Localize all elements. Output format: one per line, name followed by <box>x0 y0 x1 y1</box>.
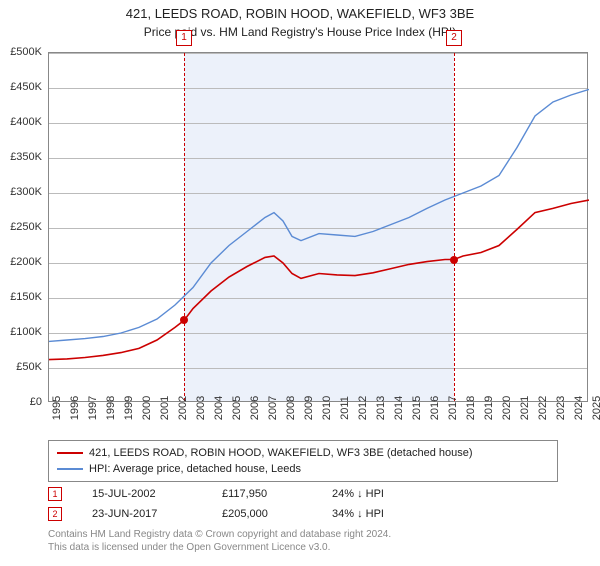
sale-price: £117,950 <box>222 488 302 500</box>
y-axis-label: £0 <box>30 396 42 408</box>
chart-subtitle: Price paid vs. HM Land Registry's House … <box>0 25 600 39</box>
y-axis-label: £450K <box>10 81 42 93</box>
x-axis-label: 2017 <box>447 396 459 420</box>
x-axis-label: 2007 <box>267 396 279 420</box>
x-axis-label: 2011 <box>339 396 351 420</box>
sale-dot <box>450 256 458 264</box>
x-axis-label: 1996 <box>69 396 81 420</box>
plot-frame <box>48 52 588 402</box>
sale-date: 15-JUL-2002 <box>92 488 192 500</box>
x-axis-label: 2005 <box>231 396 243 420</box>
x-axis-label: 2000 <box>141 396 153 420</box>
sale-pct: 34% ↓ HPI <box>332 508 432 520</box>
legend-row: 421, LEEDS ROAD, ROBIN HOOD, WAKEFIELD, … <box>57 445 549 461</box>
sale-marker-2: 2 <box>446 30 462 46</box>
footer-line2: This data is licensed under the Open Gov… <box>48 541 391 554</box>
x-axis-label: 2004 <box>213 396 225 420</box>
legend-label: 421, LEEDS ROAD, ROBIN HOOD, WAKEFIELD, … <box>89 447 473 459</box>
x-axis-label: 2009 <box>303 396 315 420</box>
y-axis-label: £200K <box>10 256 42 268</box>
sales-table: 1 15-JUL-2002 £117,950 24% ↓ HPI 2 23-JUN-201… <box>48 484 432 524</box>
x-axis-label: 2014 <box>393 396 405 420</box>
x-axis-label: 2013 <box>375 396 387 420</box>
x-axis-label: 1995 <box>51 396 63 420</box>
sale-dot <box>180 316 188 324</box>
sale-date: 23-JUN-2017 <box>92 508 192 520</box>
x-axis-label: 2016 <box>429 396 441 420</box>
x-axis-label: 2015 <box>411 396 423 420</box>
y-axis-label: £100K <box>10 326 42 338</box>
x-axis-label: 2002 <box>177 396 189 420</box>
x-axis-label: 2006 <box>249 396 261 420</box>
x-axis-label: 2025 <box>591 396 600 420</box>
x-axis-label: 2024 <box>573 396 585 420</box>
legend: 421, LEEDS ROAD, ROBIN HOOD, WAKEFIELD, … <box>48 440 558 482</box>
x-axis-label: 2021 <box>519 396 531 420</box>
sale-row: 2 23-JUN-2017 £205,000 34% ↓ HPI <box>48 504 432 524</box>
y-axis-label: £300K <box>10 186 42 198</box>
sale-row-marker: 2 <box>48 507 62 521</box>
x-axis-label: 2019 <box>483 396 495 420</box>
x-axis-label: 2012 <box>357 396 369 420</box>
footer-attribution: Contains HM Land Registry data © Crown c… <box>48 528 391 554</box>
series-hpi <box>49 89 589 341</box>
y-axis-label: £150K <box>10 291 42 303</box>
line-series-svg <box>49 53 589 403</box>
y-axis-label: £500K <box>10 46 42 58</box>
series-property <box>49 200 589 360</box>
y-axis-label: £350K <box>10 151 42 163</box>
y-axis-label: £50K <box>16 361 42 373</box>
legend-swatch <box>57 452 83 454</box>
x-axis-label: 2020 <box>501 396 513 420</box>
x-axis-label: 2018 <box>465 396 477 420</box>
chart-area: £0£50K£100K£150K£200K£250K£300K£350K£400… <box>48 52 588 402</box>
x-axis-label: 1999 <box>123 396 135 420</box>
sale-row-marker: 1 <box>48 487 62 501</box>
sale-marker-1: 1 <box>176 30 192 46</box>
legend-swatch <box>57 468 83 470</box>
legend-label: HPI: Average price, detached house, Leed… <box>89 463 301 475</box>
chart-title: 421, LEEDS ROAD, ROBIN HOOD, WAKEFIELD, … <box>0 6 600 23</box>
x-axis-label: 2022 <box>537 396 549 420</box>
sale-pct: 24% ↓ HPI <box>332 488 432 500</box>
x-axis-label: 2008 <box>285 396 297 420</box>
x-axis-label: 2023 <box>555 396 567 420</box>
y-axis-label: £400K <box>10 116 42 128</box>
footer-line1: Contains HM Land Registry data © Crown c… <box>48 528 391 541</box>
sale-row: 1 15-JUL-2002 £117,950 24% ↓ HPI <box>48 484 432 504</box>
legend-row: HPI: Average price, detached house, Leed… <box>57 461 549 477</box>
x-axis-label: 2010 <box>321 396 333 420</box>
x-axis-label: 2001 <box>159 396 171 420</box>
x-axis-label: 1997 <box>87 396 99 420</box>
x-axis-label: 2003 <box>195 396 207 420</box>
y-axis-label: £250K <box>10 221 42 233</box>
x-axis-label: 1998 <box>105 396 117 420</box>
sale-price: £205,000 <box>222 508 302 520</box>
